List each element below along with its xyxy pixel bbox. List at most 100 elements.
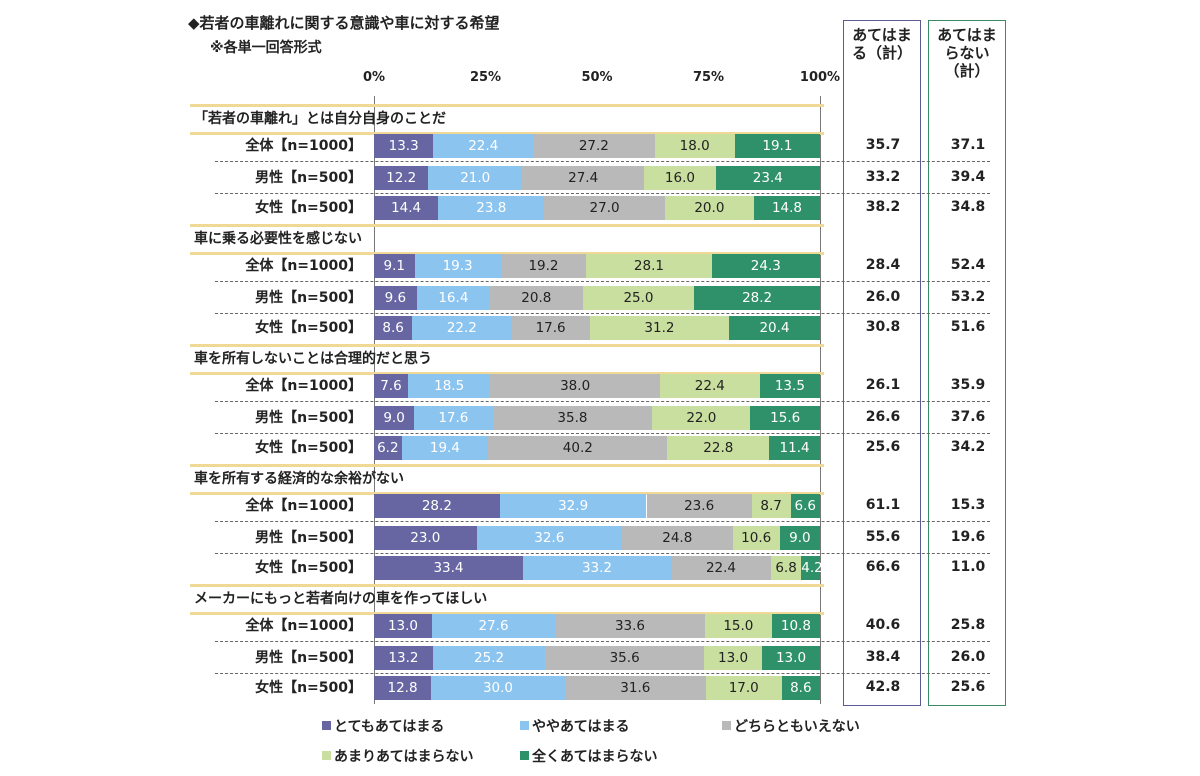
legend-swatch bbox=[520, 751, 529, 760]
bar-segment: 22.8 bbox=[667, 436, 770, 460]
bar-segment: 12.8 bbox=[374, 676, 432, 700]
bar-segment: 9.0 bbox=[374, 406, 415, 430]
legend-item: 全くあてはまらない bbox=[520, 746, 657, 766]
bar-segment: 33.6 bbox=[555, 614, 705, 638]
bar-segment: 35.8 bbox=[492, 406, 653, 430]
bar-segment: 20.0 bbox=[664, 196, 754, 220]
row-separator bbox=[215, 401, 990, 402]
bar-segment: 11.4 bbox=[769, 436, 820, 460]
row-label: 全体【n=1000】 bbox=[245, 138, 362, 154]
bar-segment: 22.4 bbox=[659, 374, 760, 398]
bar-segment: 28.1 bbox=[586, 254, 712, 278]
x-tick-label: 0% bbox=[362, 70, 386, 85]
not-apply-total-value: 39.4 bbox=[950, 169, 986, 185]
bar-segment: 6.2 bbox=[374, 436, 402, 460]
bar-segment: 16.0 bbox=[644, 166, 716, 190]
legend-item: とてもあてはまる bbox=[322, 716, 444, 736]
bar-segment: 25.2 bbox=[432, 646, 546, 670]
apply-total-value: 25.6 bbox=[865, 439, 901, 455]
not-apply-total-value: 26.0 bbox=[950, 649, 986, 665]
apply-total-value: 61.1 bbox=[865, 497, 901, 513]
bar-segment: 23.8 bbox=[438, 196, 545, 220]
apply-total-value: 33.2 bbox=[865, 169, 901, 185]
not-apply-total-value: 35.9 bbox=[950, 377, 986, 393]
bar-segment: 13.0 bbox=[374, 614, 432, 638]
row-separator bbox=[215, 281, 990, 282]
group-title: 車に乗る必要性を感じない bbox=[190, 224, 824, 255]
apply-total-value: 66.6 bbox=[865, 559, 901, 575]
bar-segment: 10.6 bbox=[732, 526, 780, 550]
bar-segment: 9.0 bbox=[779, 526, 820, 550]
row-label: 女性【n=500】 bbox=[255, 200, 362, 216]
legend-label: あまりあてはまらない bbox=[334, 749, 474, 765]
legend-label: どちらともいえない bbox=[734, 719, 860, 735]
row-label: 女性【n=500】 bbox=[255, 560, 362, 576]
axis-line bbox=[820, 96, 821, 704]
bar-segment: 33.2 bbox=[522, 556, 672, 580]
legend-item: あまりあてはまらない bbox=[322, 746, 473, 766]
not-apply-total-value: 37.1 bbox=[950, 137, 986, 153]
bar-segment: 27.4 bbox=[522, 166, 645, 190]
not-apply-total-value: 15.3 bbox=[950, 497, 986, 513]
apply-total-value: 42.8 bbox=[865, 679, 901, 695]
bar-segment: 14.4 bbox=[374, 196, 439, 220]
row-separator bbox=[215, 161, 990, 162]
not-apply-total-value: 37.6 bbox=[950, 409, 986, 425]
bar-segment: 32.9 bbox=[499, 494, 647, 518]
group-title: 車を所有しないことは合理的だと思う bbox=[190, 344, 824, 375]
row-label: 全体【n=1000】 bbox=[245, 618, 362, 634]
bar-segment: 38.0 bbox=[490, 374, 660, 398]
row-label: 男性【n=500】 bbox=[255, 650, 362, 666]
not-apply-total-value: 19.6 bbox=[950, 529, 986, 545]
bar-segment: 33.4 bbox=[374, 556, 523, 580]
bar-segment: 24.3 bbox=[711, 254, 820, 278]
x-tick-label: 25% bbox=[469, 70, 502, 85]
bar-segment: 4.2 bbox=[801, 556, 823, 580]
legend-label: 全くあてはまらない bbox=[532, 749, 658, 765]
not-apply-total-value: 25.8 bbox=[950, 617, 986, 633]
bar-segment: 30.0 bbox=[431, 676, 565, 700]
row-separator bbox=[215, 433, 990, 434]
row-separator bbox=[215, 673, 990, 674]
bar-segment: 7.6 bbox=[374, 374, 408, 398]
bar-segment: 15.0 bbox=[704, 614, 772, 638]
bar-segment: 19.3 bbox=[414, 254, 501, 278]
bar-segment: 14.8 bbox=[753, 196, 820, 220]
summary-header-not-apply: あてはまらない（計） bbox=[937, 26, 997, 80]
legend-swatch bbox=[322, 721, 331, 730]
bar-segment: 27.2 bbox=[533, 134, 655, 158]
bar-segment: 22.4 bbox=[433, 134, 534, 158]
x-tick-label: 50% bbox=[581, 70, 613, 85]
apply-total-value: 55.6 bbox=[865, 529, 901, 545]
apply-total-value: 40.6 bbox=[865, 617, 901, 633]
bar-segment: 17.6 bbox=[414, 406, 493, 430]
legend-swatch bbox=[722, 721, 731, 730]
summary-box-apply bbox=[843, 20, 921, 706]
row-label: 男性【n=500】 bbox=[255, 290, 362, 306]
row-label: 男性【n=500】 bbox=[255, 530, 362, 546]
legend-swatch bbox=[520, 721, 529, 730]
row-label: 女性【n=500】 bbox=[255, 680, 362, 696]
legend-label: とてもあてはまる bbox=[334, 719, 445, 735]
bar-segment: 13.0 bbox=[704, 646, 762, 670]
bar-segment: 22.4 bbox=[671, 556, 771, 580]
bar-segment: 6.6 bbox=[790, 494, 820, 518]
legend-item: どちらともいえない bbox=[722, 716, 860, 736]
not-apply-total-value: 34.2 bbox=[950, 439, 986, 455]
bar-segment: 20.8 bbox=[489, 286, 583, 310]
apply-total-value: 30.8 bbox=[865, 319, 901, 335]
row-separator bbox=[215, 313, 990, 314]
not-apply-total-value: 25.6 bbox=[950, 679, 986, 695]
bar-segment: 6.8 bbox=[770, 556, 802, 580]
x-tick-label: 75% bbox=[692, 70, 725, 85]
bar-segment: 23.0 bbox=[374, 526, 477, 550]
group-title: 「若者の車離れ」とは自分自身のことだ bbox=[190, 104, 824, 135]
apply-total-value: 26.6 bbox=[865, 409, 901, 425]
row-label: 女性【n=500】 bbox=[255, 320, 362, 336]
bar-segment: 27.0 bbox=[544, 196, 665, 220]
apply-total-value: 38.2 bbox=[865, 199, 901, 215]
bar-segment: 15.6 bbox=[750, 406, 820, 430]
legend-swatch bbox=[322, 751, 331, 760]
bar-segment: 23.4 bbox=[715, 166, 820, 190]
apply-total-value: 26.0 bbox=[865, 289, 901, 305]
